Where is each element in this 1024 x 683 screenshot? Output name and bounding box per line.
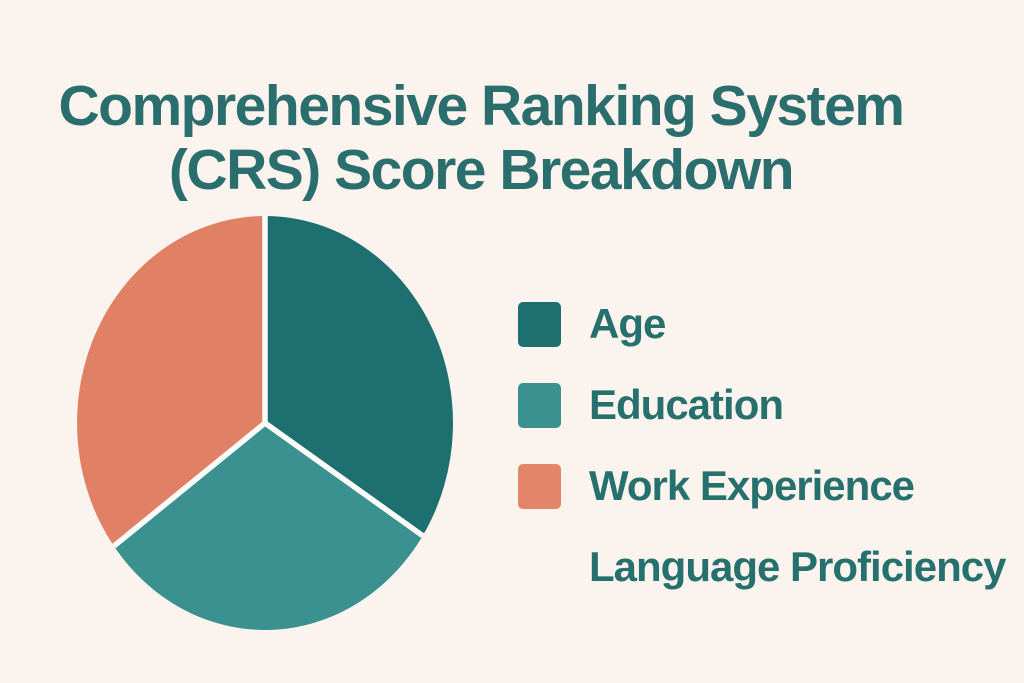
- pie-slice-separator: [263, 420, 425, 538]
- legend-item-education: Education: [518, 381, 1005, 428]
- legend-label-language-proficiency: Language Proficiency: [589, 543, 1006, 590]
- legend-label-work-experience: Work Experience: [589, 462, 915, 509]
- legend-label-age: Age: [589, 300, 666, 347]
- pie-slice-education: [113, 423, 423, 630]
- legend-swatch-education: [518, 382, 561, 428]
- legend-swatch-work-experience: [518, 463, 561, 509]
- legend-item-work-experience: Work Experience: [518, 462, 1005, 509]
- page-title-line-2: (CRS) Score Breakdown: [168, 138, 795, 203]
- page-title-line-1: Comprehensive Ranking System: [58, 74, 905, 139]
- legend: Age Education Work Experience Language P…: [518, 300, 1006, 625]
- legend-item-language-proficiency: Language Proficiency: [518, 543, 1006, 590]
- page-title: Comprehensive Ranking System (CRS) Score…: [0, 74, 962, 202]
- legend-label-education: Education: [589, 381, 784, 428]
- legend-swatch-age: [518, 301, 561, 347]
- pie-slice-work-experience: [77, 216, 266, 547]
- legend-item-age: Age: [518, 300, 1005, 347]
- pie-slice-separator: [112, 420, 267, 549]
